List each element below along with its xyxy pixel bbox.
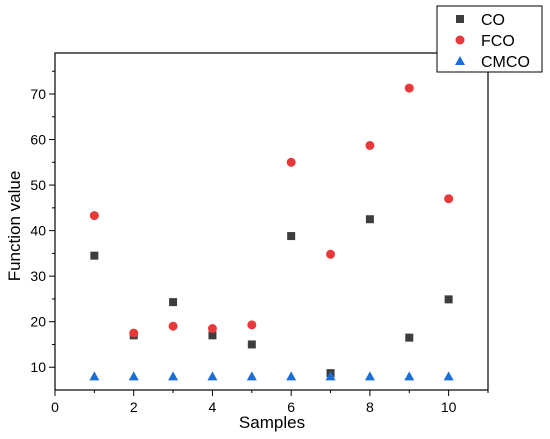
x-tick-label: 4 — [209, 399, 217, 415]
tick-marks — [49, 70, 489, 396]
fco-point — [207, 324, 217, 334]
fco-point — [247, 320, 257, 330]
cmco-point — [89, 371, 100, 381]
y-axis-title: Function value — [5, 171, 24, 282]
legend-marker-cmco — [455, 56, 465, 65]
fco-point — [89, 211, 99, 221]
fco-point — [404, 83, 414, 93]
x-tick-label: 8 — [366, 399, 374, 415]
x-tick-label: 2 — [130, 399, 138, 415]
fco-point — [168, 321, 178, 331]
fco-point — [365, 140, 375, 150]
data-points — [89, 83, 454, 381]
y-tick-label: 30 — [30, 268, 46, 284]
fco-point — [286, 157, 296, 167]
co-point — [247, 340, 256, 349]
y-tick-label: 60 — [30, 132, 46, 148]
legend-marker-co — [456, 15, 464, 23]
cmco-point — [286, 371, 297, 381]
legend-label-co: CO — [481, 12, 505, 29]
cmco-point — [443, 371, 454, 381]
legend-box — [436, 5, 543, 73]
fco-point — [444, 194, 454, 204]
y-tick-label: 50 — [30, 177, 46, 193]
co-point — [444, 295, 453, 304]
cmco-point — [128, 371, 139, 381]
tick-labels: 0 2 4 6 8 10 10 20 30 40 50 60 70 — [30, 86, 456, 415]
legend-label-cmco: CMCO — [481, 54, 530, 71]
x-tick-label: 10 — [441, 399, 457, 415]
fco-point — [326, 249, 336, 259]
co-point — [169, 298, 178, 307]
x-axis-title: Samples — [239, 413, 305, 432]
legend: CO FCO CMCO — [436, 5, 543, 73]
legend-label-fco: FCO — [481, 33, 515, 50]
axes — [54, 52, 489, 391]
cmco-point — [207, 371, 218, 381]
plot-frame — [54, 52, 489, 391]
legend-marker-fco — [455, 35, 465, 45]
cmco-point — [168, 371, 179, 381]
cmco-point — [246, 371, 257, 381]
x-tick-label: 6 — [287, 399, 295, 415]
co-point — [365, 215, 374, 224]
co-point — [405, 333, 414, 342]
cmco-point — [404, 371, 415, 381]
y-tick-label: 20 — [30, 314, 46, 330]
cmco-point — [325, 371, 336, 381]
x-tick-label: 0 — [51, 399, 59, 415]
co-point — [90, 251, 99, 260]
y-tick-label: 40 — [30, 223, 46, 239]
y-tick-label: 10 — [30, 359, 46, 375]
fco-point — [129, 328, 139, 338]
cmco-point — [364, 371, 375, 381]
co-point — [287, 232, 296, 241]
y-tick-label: 70 — [30, 86, 46, 102]
co-point — [208, 331, 217, 340]
